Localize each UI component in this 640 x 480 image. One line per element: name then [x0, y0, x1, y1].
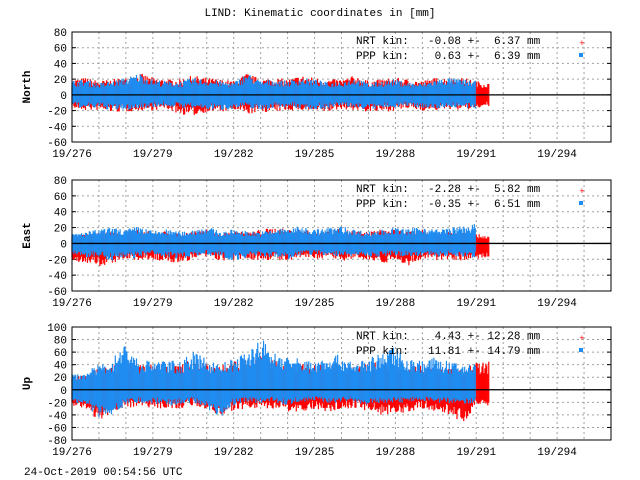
x-tick-label: 19/291	[456, 298, 496, 310]
legend-label: PPP kin:	[356, 199, 409, 211]
legend-stats: -0.08 +- 6.37 mm	[428, 36, 541, 48]
legend-marker-square	[579, 201, 583, 205]
legend-marker-plus: +	[579, 39, 584, 49]
y-tick-label: 60	[54, 348, 67, 360]
y-tick-label: 80	[54, 336, 67, 348]
y-tick-label: -20	[47, 398, 67, 410]
timestamp: 24-Oct-2019 00:54:56 UTC	[24, 467, 183, 479]
y-tick-label: -40	[47, 271, 67, 283]
x-tick-label: 19/288	[376, 298, 416, 310]
x-tick-label: 19/294	[537, 447, 577, 459]
y-tick-label: 80	[54, 176, 67, 188]
y-axis-label: East	[22, 222, 34, 248]
legend-marker-plus: +	[579, 334, 584, 344]
legend-marker-square	[579, 53, 583, 57]
y-tick-label: 0	[60, 91, 67, 103]
legend-label: PPP kin:	[356, 51, 409, 63]
y-tick-label: 0	[60, 239, 67, 251]
plot-frame	[71, 326, 612, 441]
legend-stats: -0.35 +- 6.51 mm	[428, 199, 541, 211]
legend-stats: 4.43 +- 12.28 mm	[428, 331, 541, 343]
y-axis-label: North	[22, 70, 34, 103]
y-tick-label: 100	[47, 323, 67, 335]
plot-frame	[71, 31, 612, 143]
x-tick-label: 19/279	[133, 298, 173, 310]
y-tick-label: 60	[54, 44, 67, 56]
legend-label: NRT kin:	[356, 331, 409, 343]
legend-label: PPP kin:	[356, 346, 409, 358]
series-ppp	[71, 74, 476, 110]
legend-stats: 11.81 +- 14.79 mm	[428, 346, 541, 358]
y-tick-label: 0	[60, 386, 67, 398]
plot-frame	[71, 179, 612, 292]
x-tick-label: 19/282	[214, 149, 254, 161]
chart-title: LIND: Kinematic coordinates in [mm]	[204, 8, 435, 20]
legend-stats: -2.28 +- 5.82 mm	[428, 184, 541, 196]
x-tick-label: 19/285	[295, 149, 335, 161]
x-tick-label: 19/276	[52, 298, 92, 310]
y-tick-label: 20	[54, 373, 67, 385]
x-tick-label: 19/294	[537, 149, 577, 161]
x-tick-label: 19/282	[214, 447, 254, 459]
y-tick-label: -80	[47, 436, 67, 448]
y-tick-label: -40	[47, 411, 67, 423]
y-tick-label: -20	[47, 107, 67, 119]
y-axis-label: Up	[22, 377, 34, 391]
x-tick-label: 19/276	[52, 447, 92, 459]
x-tick-label: 19/276	[52, 149, 92, 161]
x-tick-label: 19/279	[133, 447, 173, 459]
series-ppp	[71, 340, 476, 418]
x-tick-label: 19/279	[133, 149, 173, 161]
x-tick-label: 19/285	[295, 298, 335, 310]
legend-marker-square	[579, 348, 583, 352]
x-tick-label: 19/285	[295, 447, 335, 459]
legend-label: NRT kin:	[356, 36, 409, 48]
x-tick-label: 19/291	[456, 149, 496, 161]
y-tick-label: 20	[54, 75, 67, 87]
x-tick-label: 19/282	[214, 298, 254, 310]
x-tick-label: 19/288	[376, 149, 416, 161]
y-tick-label: 80	[54, 28, 67, 40]
x-tick-label: 19/294	[537, 298, 577, 310]
legend-stats: 0.63 +- 6.39 mm	[428, 51, 541, 63]
y-tick-label: -60	[47, 138, 67, 150]
y-tick-label: -20	[47, 255, 67, 267]
y-tick-label: 40	[54, 361, 67, 373]
x-tick-label: 19/288	[376, 447, 416, 459]
series-ppp	[71, 224, 476, 261]
legend-label: NRT kin:	[356, 184, 409, 196]
y-tick-label: 40	[54, 208, 67, 220]
y-tick-label: -60	[47, 287, 67, 299]
y-tick-label: -40	[47, 122, 67, 134]
y-tick-label: -60	[47, 423, 67, 435]
x-tick-label: 19/291	[456, 447, 496, 459]
y-tick-label: 60	[54, 192, 67, 204]
y-tick-label: 20	[54, 224, 67, 236]
legend-marker-plus: +	[579, 187, 584, 197]
y-tick-label: 40	[54, 59, 67, 71]
